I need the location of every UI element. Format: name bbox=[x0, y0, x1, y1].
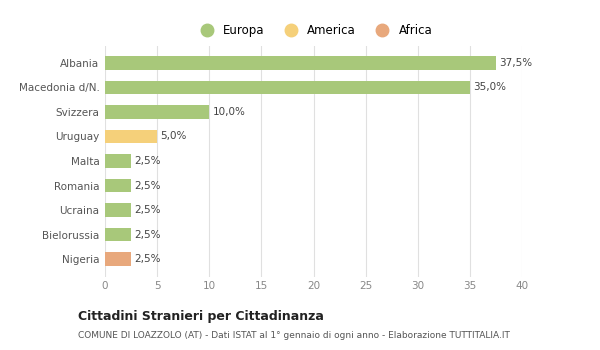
Bar bbox=[105, 105, 209, 119]
Text: 10,0%: 10,0% bbox=[212, 107, 245, 117]
Text: 35,0%: 35,0% bbox=[473, 82, 506, 92]
Bar bbox=[105, 228, 131, 241]
Text: 2,5%: 2,5% bbox=[134, 205, 161, 215]
Bar bbox=[105, 130, 157, 143]
Bar bbox=[105, 56, 496, 70]
Text: 2,5%: 2,5% bbox=[134, 156, 161, 166]
Text: 2,5%: 2,5% bbox=[134, 254, 161, 264]
Bar bbox=[105, 154, 131, 168]
Bar bbox=[105, 252, 131, 266]
Text: 5,0%: 5,0% bbox=[160, 132, 187, 141]
Text: 2,5%: 2,5% bbox=[134, 230, 161, 240]
Text: Cittadini Stranieri per Cittadinanza: Cittadini Stranieri per Cittadinanza bbox=[78, 310, 324, 323]
Text: COMUNE DI LOAZZOLO (AT) - Dati ISTAT al 1° gennaio di ogni anno - Elaborazione T: COMUNE DI LOAZZOLO (AT) - Dati ISTAT al … bbox=[78, 331, 510, 340]
Text: 2,5%: 2,5% bbox=[134, 181, 161, 190]
Bar bbox=[105, 80, 470, 94]
Legend: Europa, America, Africa: Europa, America, Africa bbox=[190, 19, 437, 42]
Bar bbox=[105, 203, 131, 217]
Text: 37,5%: 37,5% bbox=[499, 58, 532, 68]
Bar bbox=[105, 179, 131, 192]
